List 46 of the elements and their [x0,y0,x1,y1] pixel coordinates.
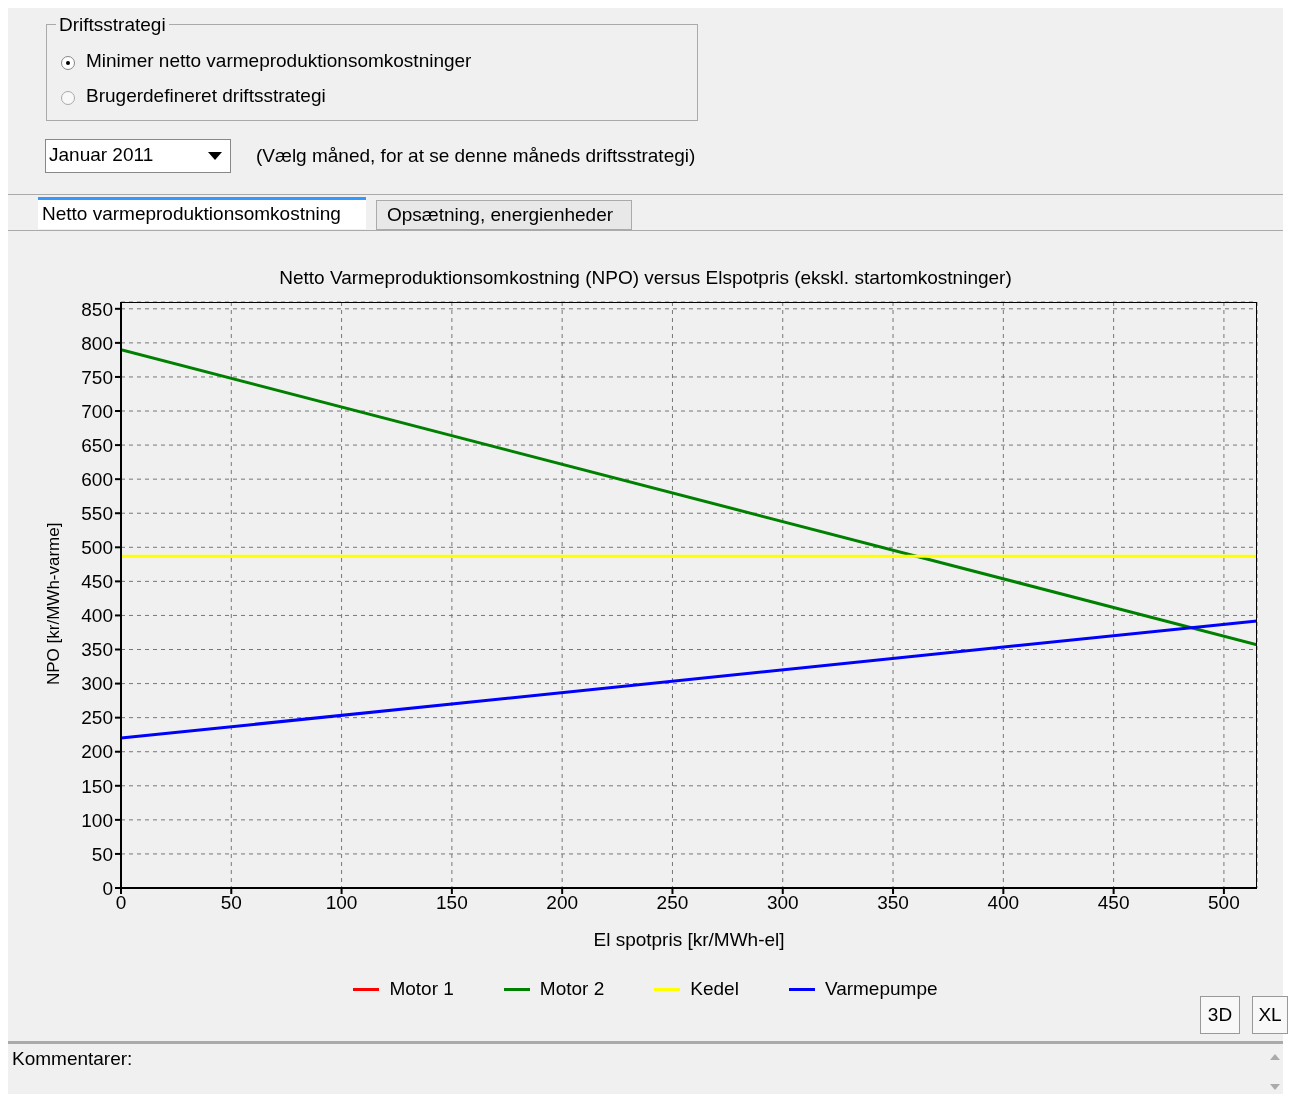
y-tick-label: 500 [81,537,113,559]
x-tick-label: 250 [656,892,689,914]
text: Januar 2011 [49,144,154,166]
x-axis-title: El spotpris [kr/MWh-el] [593,929,785,950]
y-tick-label: 600 [81,468,113,490]
y-tick-label: 400 [81,605,113,627]
y-axis-title: NPO [kr/MWh-varme] [44,522,64,685]
x-tick-label: 450 [1097,892,1130,914]
y-tick-label: 250 [81,707,113,729]
x-tick-label: 0 [115,892,127,914]
y-tick-label: 350 [81,639,113,661]
y-tick-label: 0 [102,877,113,899]
y-tick-label: 100 [81,809,113,831]
x-tick-label: 200 [546,892,579,914]
y-tick-label: 750 [81,366,113,388]
text: Opsætning, energienheder [376,200,632,230]
text: (Vælg måned, for at se denne måneds driftsstrategi) [256,145,696,167]
text: XL [1252,996,1288,1034]
text: Netto varmeproduktionsomkostning [38,197,366,229]
text: Minimer netto varmeproduktionsomkostninger [86,50,472,72]
y-tick-label: 650 [81,434,113,456]
legend-label: Kedel [690,978,739,1000]
x-tick-label: 150 [436,892,468,914]
x-tick-label: 400 [987,892,1020,914]
y-tick-label: 850 [81,298,113,320]
legend-label: Motor 1 [389,978,454,1000]
legend-label: Motor 2 [539,978,605,1000]
text: Brugerdefineret driftsstrategi [86,85,326,107]
x-tick-label: 100 [325,892,358,914]
chart-title: Netto Varmeproduktionsomkostning (NPO) versus Elspotpris (ekskl. startomkostninger) [278,267,1013,289]
y-tick-label: 450 [81,571,113,593]
x-tick-label: 50 [220,892,242,914]
y-tick-label: 150 [81,775,113,797]
text: Kommentarer: [12,1048,133,1070]
x-tick-label: 350 [877,892,909,914]
y-tick-label: 800 [81,332,113,354]
text: 3D [1200,996,1240,1034]
y-tick-label: 300 [81,673,113,695]
y-tick-label: 700 [81,400,113,422]
legend-label: Varmepumpe [824,978,938,1000]
y-tick-label: 50 [91,843,113,865]
x-tick-label: 500 [1208,892,1240,914]
x-tick-label: 300 [766,892,799,914]
text: Driftsstrategi [56,14,169,36]
y-tick-label: 200 [81,741,113,763]
y-tick-label: 550 [81,502,113,524]
